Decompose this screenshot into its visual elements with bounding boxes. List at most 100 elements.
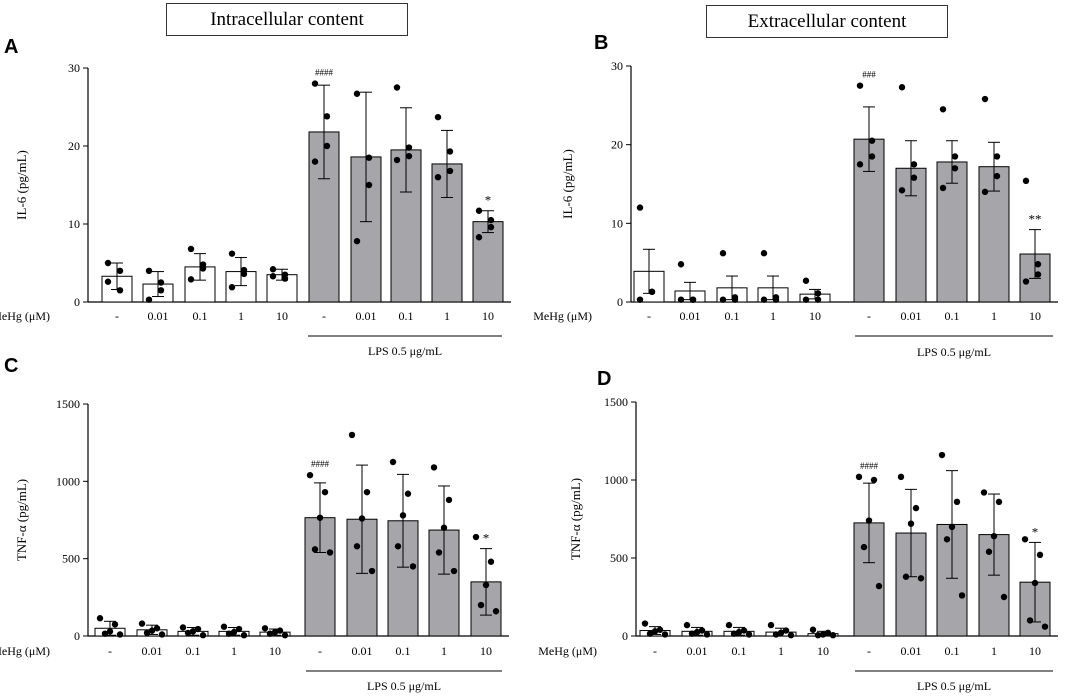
panel-b-data-point xyxy=(760,250,768,257)
panel-d-data-point xyxy=(917,575,925,582)
panel-c-data-point xyxy=(184,629,192,637)
panel-d-ytick-label: 0 xyxy=(622,629,628,643)
panel-c-data-point xyxy=(116,631,124,638)
panel-a-significance-mark: * xyxy=(485,193,492,208)
panel-c-data-point xyxy=(477,601,485,609)
panel-a-data-point xyxy=(405,152,413,160)
panel-a-data-point xyxy=(434,113,442,121)
panel-d-data-point xyxy=(730,630,738,637)
panel-d-data-point xyxy=(980,489,988,496)
panel-b-category-label: 1 xyxy=(770,309,776,323)
panel-d-data-point xyxy=(777,629,785,637)
panel-c-data-point xyxy=(363,488,371,496)
panel-d-data-point xyxy=(1000,593,1008,601)
panel-d-lps-label: LPS 0.5 μg/mL xyxy=(917,679,991,693)
panel-a-data-point xyxy=(157,287,165,294)
panel-d-category-label: - xyxy=(653,644,657,658)
panel-a-data-point xyxy=(405,144,413,151)
panel-a-data-point xyxy=(487,216,495,224)
panel-c-data-point xyxy=(394,543,402,550)
panel-b-lps-label: LPS 0.5 μg/mL xyxy=(917,345,991,359)
panel-b-data-point xyxy=(802,296,810,303)
panel-b-ytick-label: 20 xyxy=(611,138,623,152)
panel-d-significance-mark: #### xyxy=(860,461,879,471)
panel-c-data-point xyxy=(445,496,453,504)
panel-c-data-point xyxy=(199,632,207,639)
panel-b-data-point xyxy=(898,187,906,194)
panel-b-mehg-label: MeHg (μM) xyxy=(533,309,592,323)
panel-b-data-point xyxy=(910,161,918,168)
panel-d-data-point xyxy=(948,523,956,530)
panel-a-data-point xyxy=(187,245,195,253)
panel-d-data-point xyxy=(688,630,696,637)
panel-c-data-point xyxy=(148,627,156,634)
panel-c-data-point xyxy=(492,608,500,615)
panel-b-data-point xyxy=(802,277,810,284)
panel-a-category-label: 1 xyxy=(238,309,244,323)
panel-b-data-point xyxy=(648,288,656,295)
panel-d-category-label: 1 xyxy=(778,644,784,658)
panel-b-data-point xyxy=(636,296,644,303)
panel-c-ytick-label: 500 xyxy=(62,552,80,566)
panel-a-data-point xyxy=(104,278,112,285)
panel-a-data-point xyxy=(475,207,483,214)
panel-c-data-point xyxy=(487,558,495,565)
panel-b-data-point xyxy=(677,296,685,303)
panel-c-data-point xyxy=(404,490,412,497)
panel-d-data-point xyxy=(902,573,910,580)
panel-a-data-point xyxy=(365,181,373,189)
panel-a-data-point xyxy=(145,267,153,274)
panel-a-data-point xyxy=(311,158,319,165)
panel-c-data-point xyxy=(482,581,490,589)
panel-b-data-point xyxy=(1034,271,1042,278)
panel-c-data-point xyxy=(111,621,119,628)
panel-c-ytick-label: 1500 xyxy=(56,397,80,411)
panel-d-data-point xyxy=(875,582,883,590)
panel-d-data-point xyxy=(995,498,1003,506)
panel-label-a: A xyxy=(4,36,19,58)
panel-c-significance-mark: * xyxy=(483,531,490,546)
panel-a-data-point xyxy=(228,250,236,257)
panel-d-data-point xyxy=(641,620,649,627)
panel-c-ylabel: TNF-α (pg/mL) xyxy=(14,479,29,561)
panel-b-significance-mark: ** xyxy=(1029,212,1042,227)
panel-c-data-point xyxy=(409,563,417,570)
panel-d-category-label: 0.01 xyxy=(901,644,922,658)
panel-d-data-point xyxy=(772,631,780,638)
panel-c-data-point xyxy=(440,524,448,531)
panel-c-category-label: 10 xyxy=(480,644,492,658)
panel-b-data-point xyxy=(993,153,1001,160)
panel-d-data-point xyxy=(656,626,664,633)
panel-b-ytick-label: 10 xyxy=(611,216,623,230)
panel-b-data-point xyxy=(772,296,780,303)
panel-c-data-point xyxy=(311,546,319,553)
panel-a-category-label: 0.01 xyxy=(148,309,169,323)
panel-d-data-point xyxy=(703,631,711,638)
panel-c-significance-mark: #### xyxy=(311,459,330,469)
panel-b-category-label: - xyxy=(867,309,871,323)
panel-d-data-point xyxy=(693,628,701,636)
panel-c-data-point xyxy=(158,631,166,638)
panel-b-data-point xyxy=(814,290,822,297)
panel-a-ylabel: IL-6 (pg/mL) xyxy=(14,150,29,220)
panel-b-data-point xyxy=(939,184,947,192)
panel-b-category-label: 10 xyxy=(1029,309,1041,323)
panel-a-category-label: 0.1 xyxy=(193,309,208,323)
panel-d-category-label: 0.1 xyxy=(732,644,747,658)
panel-b-ytick-label: 0 xyxy=(617,295,623,309)
panel-b-data-point xyxy=(814,296,822,303)
panel-a-significance-mark: #### xyxy=(315,68,334,78)
panel-a-data-point xyxy=(353,90,361,97)
panel-b-data-point xyxy=(898,84,906,91)
panel-a-category-label: - xyxy=(115,309,119,323)
panel-c-data-point xyxy=(321,488,329,496)
panel-c-category-label: 1 xyxy=(231,644,237,658)
panel-c-mehg-label: MeHg (μM) xyxy=(0,644,50,658)
panel-c-category-label: 0.01 xyxy=(352,644,373,658)
panel-a-mehg-label: MeHg (μM) xyxy=(0,309,50,323)
panel-c-data-point xyxy=(271,628,279,636)
panel-c-data-point xyxy=(194,625,202,633)
panel-a-data-point xyxy=(434,174,442,181)
panel-a-ytick-label: 20 xyxy=(68,139,80,153)
panel-c-data-point xyxy=(276,627,284,634)
